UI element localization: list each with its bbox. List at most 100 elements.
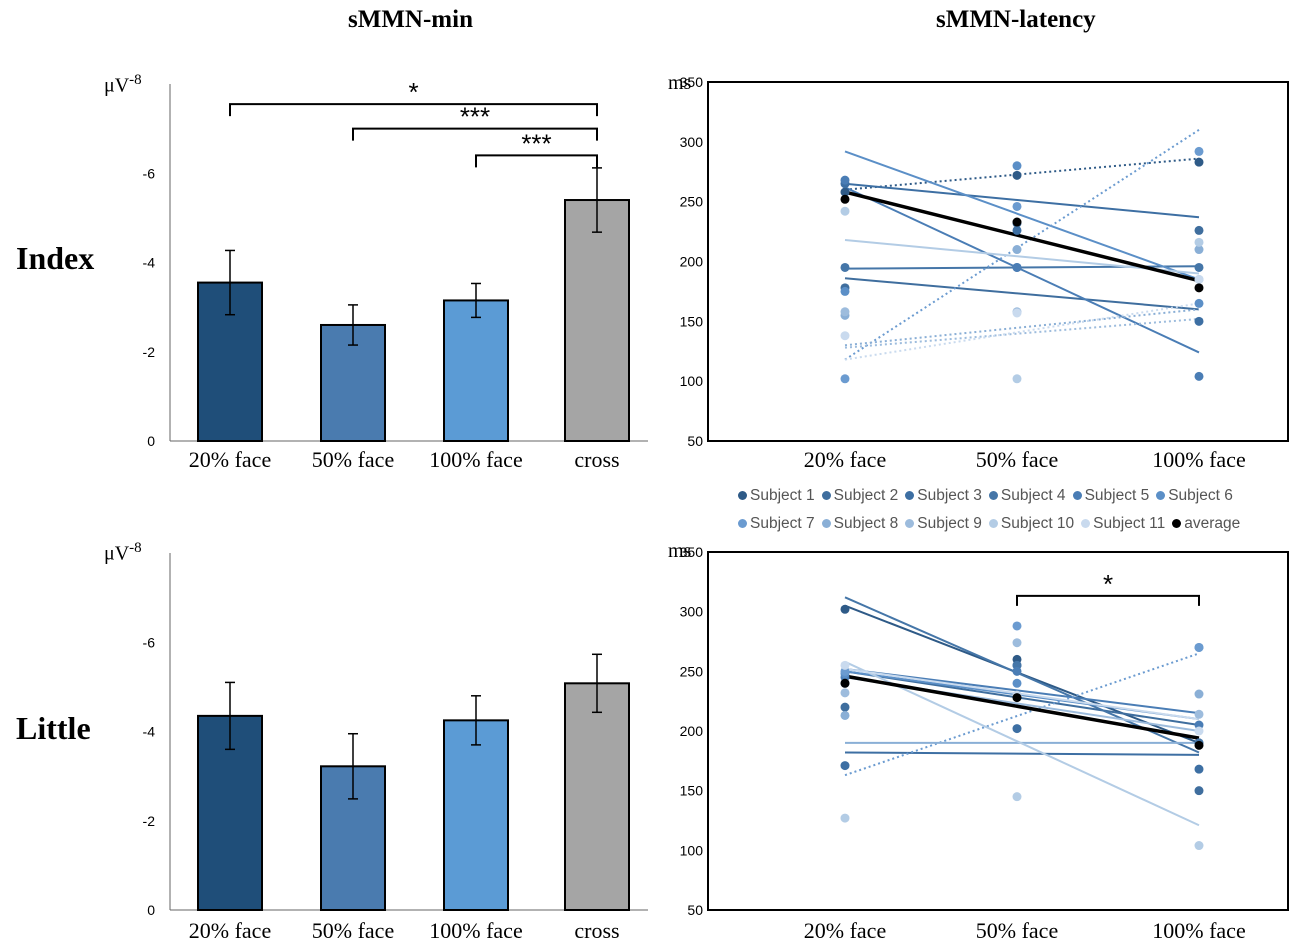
row-label-little: Little	[16, 710, 91, 746]
data-point	[1012, 792, 1022, 802]
data-point	[1194, 298, 1204, 308]
y-tick-label: 100	[680, 373, 704, 389]
legend-marker	[988, 519, 998, 529]
legend-label: Subject 4	[1000, 487, 1066, 504]
data-point	[840, 761, 850, 771]
data-point	[1012, 374, 1022, 384]
legend-marker	[1172, 519, 1182, 529]
trend-line	[844, 157, 1200, 191]
data-point	[1012, 724, 1022, 734]
data-point	[840, 660, 850, 670]
amplitude-unit-bottom: μV-8	[104, 540, 142, 565]
data-point	[1194, 157, 1204, 167]
bar	[564, 199, 630, 442]
y-tick-label: -2	[143, 813, 156, 829]
data-point	[1194, 146, 1204, 156]
legend-item: average	[1172, 510, 1240, 538]
trend-line	[844, 317, 1200, 349]
significance-bracket	[229, 103, 598, 117]
x-tick-label: 50% face	[976, 447, 1058, 472]
data-point	[840, 688, 850, 698]
y-tick-label: 50	[687, 433, 703, 449]
bar	[443, 719, 509, 911]
legend-label: Subject 1	[750, 487, 815, 504]
x-tick-label: 20% face	[189, 918, 271, 943]
data-point	[1194, 841, 1204, 851]
x-tick-label: 50% face	[312, 447, 394, 472]
data-point	[840, 331, 850, 341]
y-tick-label: 300	[680, 134, 704, 150]
trend-line	[844, 238, 1200, 275]
y-tick-label: 100	[680, 842, 704, 858]
trend-line	[844, 129, 1200, 361]
average-point	[840, 678, 850, 688]
y-tick-label: 150	[680, 313, 704, 329]
legend-marker	[821, 491, 831, 501]
data-point	[1012, 308, 1022, 318]
y-tick-label: -4	[143, 724, 156, 740]
y-tick-label: -6	[143, 634, 156, 650]
plot-frame	[707, 551, 1289, 911]
legend: Subject 1 Subject 2 Subject 3 Subject 4 Subj…	[738, 482, 1278, 538]
legend-marker	[738, 519, 747, 529]
data-point	[1194, 316, 1204, 326]
legend-marker	[905, 491, 915, 501]
legend-item: Subject 11	[1081, 510, 1165, 538]
y-tick-label: 200	[680, 254, 704, 270]
y-tick-label: 350	[680, 74, 704, 90]
y-tick-label: 0	[147, 433, 155, 449]
legend-item: Subject 8	[821, 510, 898, 538]
data-point	[1012, 262, 1022, 272]
data-point	[1012, 621, 1022, 631]
data-point	[840, 374, 850, 384]
y-tick-label: 250	[680, 663, 704, 679]
data-point	[1012, 170, 1022, 180]
trend-line	[844, 277, 1200, 311]
data-point	[1194, 709, 1204, 719]
left-column-title: sMMN-min	[348, 6, 473, 33]
data-point	[1194, 371, 1204, 381]
significance-marker: ***	[521, 128, 551, 158]
legend-item: Subject 4	[988, 482, 1066, 510]
x-tick-label: 100% face	[1152, 447, 1245, 472]
average-trend-line	[844, 674, 1200, 740]
y-tick-label: 0	[147, 902, 155, 918]
legend-item: Subject 1	[738, 482, 815, 510]
data-point	[1194, 642, 1204, 652]
significance-marker: *	[1103, 569, 1113, 599]
trend-line	[844, 182, 1200, 219]
trend-line	[844, 751, 1200, 756]
data-point	[1012, 201, 1022, 211]
legend-item: Subject 5	[1072, 482, 1149, 510]
legend-marker	[1156, 491, 1166, 501]
significance-bracket	[475, 154, 598, 168]
x-tick-label: 20% face	[804, 447, 886, 472]
legend-item: Subject 10	[988, 510, 1074, 538]
significance-marker: *	[408, 77, 418, 107]
significance-marker: ***	[460, 102, 490, 132]
average-point	[1012, 217, 1022, 227]
significance-bracket	[1016, 594, 1200, 606]
data-point	[1194, 689, 1204, 699]
legend-marker	[738, 491, 747, 501]
y-tick-label: -4	[143, 255, 156, 271]
data-point	[840, 286, 850, 296]
data-point	[1194, 764, 1204, 774]
data-point	[1012, 225, 1022, 235]
legend-marker	[821, 519, 831, 529]
latency-unit-top: ms	[668, 72, 692, 94]
legend-label: Subject 9	[917, 515, 982, 532]
trend-line	[844, 308, 1200, 347]
legend-label: Subject 6	[1168, 487, 1233, 504]
data-point	[1012, 678, 1022, 688]
data-point	[840, 702, 850, 712]
x-tick-label: 20% face	[804, 918, 886, 943]
data-point	[840, 813, 850, 823]
data-point	[840, 710, 850, 720]
data-point	[1012, 245, 1022, 255]
legend-marker	[1081, 519, 1091, 529]
legend-label: Subject 3	[917, 487, 982, 504]
x-tick-label: cross	[574, 918, 619, 943]
legend-item: Subject 3	[905, 482, 982, 510]
y-tick-label: 350	[680, 544, 704, 560]
